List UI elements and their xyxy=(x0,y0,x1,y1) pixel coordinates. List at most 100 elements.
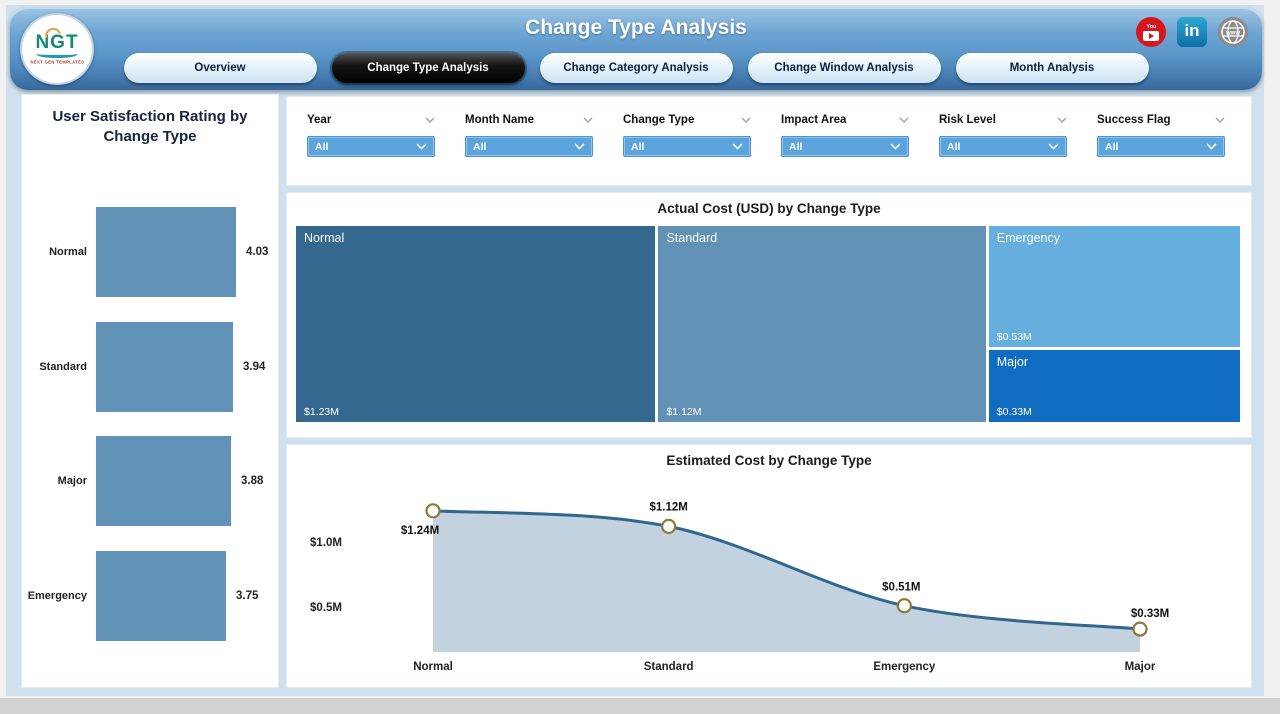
filter-value: All xyxy=(947,140,961,153)
treemap-tile-label: Emergency xyxy=(996,231,1060,245)
header-band: NGT NEXT GEN TEMPLATES Change Type Analy… xyxy=(10,8,1262,90)
treemap-tile-value: $0.33M xyxy=(996,406,1032,418)
filter-card: Year All Month Name All Change Type All … xyxy=(287,97,1251,185)
bar-category-label: Emergency xyxy=(27,589,87,602)
filter-month-name: Month Name All xyxy=(465,111,593,185)
bar-value-label: 3.88 xyxy=(241,475,264,488)
bar-row-normal: Normal 4.03 xyxy=(22,195,278,310)
bar-value-label: 3.75 xyxy=(236,589,259,602)
bar-standard[interactable] xyxy=(96,321,233,412)
treemap-title: Actual Cost (USD) by Change Type xyxy=(657,201,881,216)
chevron-down-icon xyxy=(416,143,427,150)
chevron-down-icon[interactable] xyxy=(1057,117,1067,123)
logo-subtext: NEXT GEN TEMPLATES xyxy=(30,59,84,65)
filter-label-row: Success Flag xyxy=(1097,111,1225,129)
filter-label: Impact Area xyxy=(781,114,847,126)
filter-impact-area: Impact Area All xyxy=(781,111,909,185)
tab-bar: Overview Change Type Analysis Change Categ… xyxy=(10,53,1262,83)
filter-dropdown[interactable]: All xyxy=(623,136,751,157)
filter-label: Change Type xyxy=(623,114,695,126)
chevron-down-icon[interactable] xyxy=(425,117,435,123)
y-axis-tick-label: $0.5M xyxy=(310,602,342,614)
filter-label-row: Change Type xyxy=(623,111,751,129)
area-chart: $1.0M $0.5M $1.24M Normal $1.12M Standard $0.5… xyxy=(310,501,1169,673)
bar-category-label: Normal xyxy=(49,246,87,259)
bar-value-label: 3.94 xyxy=(243,360,266,373)
youtube-icon[interactable]: You xyxy=(1136,17,1166,47)
chevron-down-icon[interactable] xyxy=(899,117,909,123)
bar-row-emergency: Emergency 3.75 xyxy=(22,539,278,654)
window-frame-bottom xyxy=(0,698,1280,714)
treemap-tile-value: $0.53M xyxy=(996,330,1032,343)
chevron-down-icon xyxy=(1048,143,1059,150)
x-axis-category-label: Emergency xyxy=(873,661,936,673)
treemap-tile-label: Standard xyxy=(666,231,718,245)
x-axis-category-label: Major xyxy=(1125,661,1156,673)
bar-chart: Normal 4.03 Standard 3.94 Major 3.88 Emerge… xyxy=(22,195,278,653)
filter-label-row: Impact Area xyxy=(781,111,909,129)
tab-change-type-analysis[interactable]: Change Type Analysis xyxy=(331,53,525,83)
filter-label-row: Month Name xyxy=(465,111,593,129)
actual-cost-card: Actual Cost (USD) by Change Type Normal … xyxy=(287,193,1251,437)
area-value-label: $0.33M xyxy=(1131,608,1169,620)
area-value-label: $1.12M xyxy=(649,501,687,513)
filter-label: Success Flag xyxy=(1097,114,1171,126)
tab-change-window-analysis[interactable]: Change Window Analysis xyxy=(747,53,941,83)
treemap-tile-value: $1.12M xyxy=(666,406,702,418)
bar-normal[interactable] xyxy=(96,207,236,298)
x-axis-category-label: Standard xyxy=(644,661,694,673)
tab-month-analysis[interactable]: Month Analysis xyxy=(955,53,1149,83)
estimated-cost-card: $1.0M $0.5M $1.24M Normal $1.12M Standard $0.5… xyxy=(287,445,1251,687)
globe-icon[interactable]: www xyxy=(1218,17,1248,47)
filter-value: All xyxy=(473,140,487,153)
chevron-down-icon[interactable] xyxy=(583,117,593,123)
data-point-major[interactable] xyxy=(1132,621,1148,637)
y-axis-tick-label: $1.0M xyxy=(310,537,342,549)
data-point-standard[interactable] xyxy=(661,518,677,535)
logo-swoosh-icon xyxy=(36,50,78,58)
tab-change-category-analysis[interactable]: Change Category Analysis xyxy=(539,53,733,83)
area-value-label: $1.24M xyxy=(401,525,439,537)
chevron-down-icon xyxy=(890,143,901,150)
filter-value: All xyxy=(1105,140,1119,153)
treemap-tile-label: Normal xyxy=(304,231,345,245)
bar-row-major: Major 3.88 xyxy=(22,424,278,539)
filter-success-flag: Success Flag All xyxy=(1097,111,1225,185)
filter-dropdown[interactable]: All xyxy=(307,136,435,157)
filter-value: All xyxy=(789,140,803,153)
data-point-emergency[interactable] xyxy=(896,598,912,614)
area-line xyxy=(432,509,1141,631)
filter-label: Risk Level xyxy=(939,114,996,126)
filter-dropdown[interactable]: All xyxy=(465,136,593,157)
chevron-down-icon xyxy=(732,143,743,150)
filter-dropdown[interactable]: All xyxy=(1097,136,1225,157)
treemap-tile-normal[interactable]: Normal $1.23M xyxy=(296,226,656,422)
social-icons: You in www xyxy=(1136,17,1248,47)
filter-dropdown[interactable]: All xyxy=(781,136,909,157)
treemap-tile-major[interactable]: Major $0.33M xyxy=(988,349,1240,422)
dashboard-canvas: NGT NEXT GEN TEMPLATES Change Type Analy… xyxy=(6,5,1264,696)
linkedin-icon[interactable]: in xyxy=(1177,17,1207,47)
chevron-down-icon[interactable] xyxy=(1215,117,1225,123)
logo-text: NGT xyxy=(35,25,78,52)
filter-label-row: Year xyxy=(307,111,435,129)
bar-major[interactable] xyxy=(96,436,231,527)
filter-value: All xyxy=(315,140,329,153)
treemap-tile-standard[interactable]: Standard $1.12M xyxy=(658,226,986,422)
area-chart-title: Estimated Cost by Change Type xyxy=(666,453,872,468)
treemap-tile-emergency[interactable]: Emergency $0.53M xyxy=(988,226,1240,347)
bar-value-label: 4.03 xyxy=(246,246,269,259)
bar-row-standard: Standard 3.94 xyxy=(22,310,278,425)
treemap-chart: Normal $1.23M Standard $1.12M Emergency … xyxy=(296,226,1240,422)
treemap-tile-value: $1.23M xyxy=(304,406,340,418)
filter-value: All xyxy=(631,140,645,153)
data-point-normal[interactable] xyxy=(425,503,441,519)
bar-emergency[interactable] xyxy=(96,550,226,641)
filter-row: Year All Month Name All Change Type All … xyxy=(307,111,1225,185)
filter-dropdown[interactable]: All xyxy=(939,136,1067,157)
chevron-down-icon[interactable] xyxy=(741,117,751,123)
filter-label: Month Name xyxy=(465,114,534,126)
svg-text:www: www xyxy=(1225,31,1240,37)
tab-overview[interactable]: Overview xyxy=(123,53,317,83)
filter-risk-level: Risk Level All xyxy=(939,111,1067,185)
